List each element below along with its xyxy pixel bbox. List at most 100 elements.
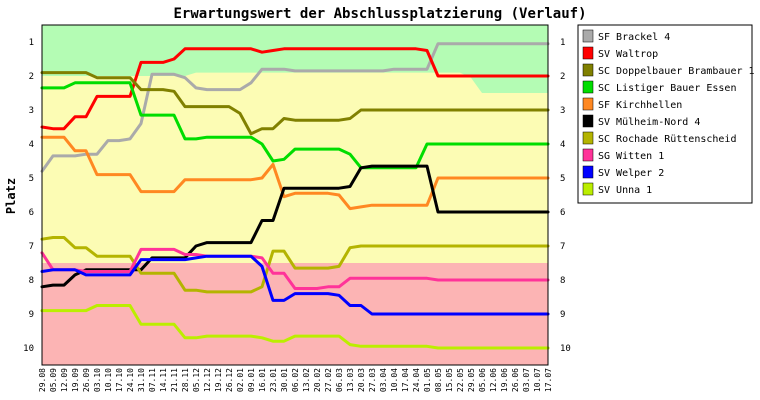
- legend-label: SF Kirchhellen: [598, 100, 682, 111]
- x-tick-label: 26.06: [511, 368, 520, 392]
- legend-swatch: [582, 46, 594, 60]
- series-line-5: [40, 135, 550, 211]
- series-line-2: [40, 47, 550, 131]
- x-tick-label: 10.04: [390, 368, 399, 392]
- legend-label: SV Waltrop: [598, 49, 658, 60]
- legend-swatch: [582, 29, 594, 43]
- x-tick-label: 22.05: [456, 368, 465, 392]
- x-tick-label: 17.04: [401, 368, 410, 392]
- y-tick-label-right: 9: [560, 310, 565, 320]
- series-line-4: [40, 81, 550, 170]
- x-tick-label: 01.05: [423, 368, 432, 392]
- x-tick-label: 29.08: [38, 368, 47, 392]
- x-tick-label: 13.02: [302, 368, 311, 392]
- legend-swatch: [582, 182, 594, 196]
- y-tick-label-right: 2: [560, 72, 565, 82]
- y-tick-label-left: 6: [29, 208, 34, 218]
- x-tick-label: 05.12: [192, 368, 201, 392]
- x-tick-label: 10.10: [104, 368, 113, 392]
- x-tick-label: 28.11: [181, 368, 190, 392]
- x-tick-label: 03.04: [379, 368, 388, 392]
- y-tick-label-right: 5: [560, 174, 565, 184]
- y-tick-label-left: 2: [29, 72, 34, 82]
- legend-label: SV Mülheim-Nord 4: [598, 117, 700, 128]
- x-tick-label: 09.01: [247, 368, 256, 392]
- chart-title: Erwartungswert der Abschlussplatzierung …: [173, 6, 586, 22]
- y-tick-label-left: 10: [23, 344, 34, 354]
- x-tick-label: 27.03: [368, 368, 377, 392]
- series-line-9: [40, 254, 550, 316]
- series-line-6: [40, 164, 550, 289]
- y-tick-label-left: 1: [29, 38, 34, 48]
- plot-frame: [41, 24, 549, 366]
- legend-swatch: [582, 63, 594, 77]
- x-tick-label: 17.10: [115, 368, 124, 392]
- x-tick-label: 12.12: [203, 368, 212, 392]
- legend-label: SC Listiger Bauer Essen: [598, 83, 736, 94]
- legend-swatch: [582, 165, 594, 179]
- legend-label: SG Witten 1: [598, 151, 664, 162]
- x-tick-label: 30.01: [280, 368, 289, 392]
- legend-label: SV Unna 1: [598, 185, 652, 196]
- x-tick-label: 17.07: [544, 368, 553, 392]
- x-tick-label: 26.12: [225, 368, 234, 392]
- series-lines: [40, 42, 550, 350]
- y-axis-label: Platz: [4, 178, 18, 214]
- x-tick-label: 21.11: [170, 368, 179, 392]
- x-tick-label: 26.09: [82, 368, 91, 392]
- y-tick-label-left: 5: [29, 174, 34, 184]
- x-tick-label: 10.07: [533, 368, 542, 392]
- legend-box: [577, 24, 753, 204]
- x-tick-label: 19.12: [214, 368, 223, 392]
- x-tick-label: 12.06: [489, 368, 498, 392]
- y-tick-label-right: 4: [560, 140, 565, 150]
- x-tick-labels: 29.08 05.09 12.09 19.09 26.09 03.10 10.10 17.10…: [38, 368, 553, 392]
- y-tick-label-left: 9: [29, 310, 34, 320]
- series-line-8: [40, 247, 550, 290]
- y-tick-label-left: 3: [29, 106, 34, 116]
- x-tick-label: 03.10: [93, 368, 102, 392]
- y-tick-label-left: 7: [29, 242, 34, 252]
- x-tick-label: 15.05: [445, 368, 454, 392]
- x-tick-label: 14.11: [159, 368, 168, 392]
- x-tick-label: 16.01: [258, 368, 267, 392]
- legend-swatch: [582, 80, 594, 94]
- x-tick-label: 24.10: [126, 368, 135, 392]
- promotion-zone: [42, 25, 548, 93]
- x-tick-label: 06.03: [335, 368, 344, 392]
- x-tick-label: 02.01: [236, 368, 245, 392]
- y-tick-label-right: 1: [560, 38, 565, 48]
- x-tick-label: 05.06: [478, 368, 487, 392]
- legend-label: SC Doppelbauer Brambauer 1: [598, 66, 755, 77]
- x-tick-label: 31.10: [137, 368, 146, 392]
- x-tick-label: 06.02: [291, 368, 300, 392]
- legend-swatch: [582, 148, 594, 162]
- x-tick-label: 03.07: [522, 368, 531, 392]
- x-tick-label: 23.01: [269, 368, 278, 392]
- legend-label: SC Rochade Rüttenscheid: [598, 134, 736, 145]
- x-tick-label: 27.02: [324, 368, 333, 392]
- x-tick-label: 19.06: [500, 368, 509, 392]
- series-line-10: [40, 304, 550, 350]
- y-tick-label-right: 7: [560, 242, 565, 252]
- y-tick-label-right: 6: [560, 208, 565, 218]
- x-tick-label: 24.04: [412, 368, 421, 392]
- legend-swatch: [582, 131, 594, 145]
- y-tick-label-left: 8: [29, 276, 34, 286]
- series-line-7: [40, 236, 550, 294]
- x-tick-label: 20.03: [357, 368, 366, 392]
- y-tick-label-right: 10: [560, 344, 571, 354]
- x-tick-label: 07.11: [148, 368, 157, 392]
- legend-swatch: [582, 114, 594, 128]
- y-tick-labels-right: 1 2 3 4 5 6 7 8 9 10: [560, 38, 571, 354]
- series-line-1: [40, 42, 550, 173]
- x-tick-label: 29.05: [467, 368, 476, 392]
- series-line-3: [40, 71, 550, 136]
- x-tick-label: 13.03: [346, 368, 355, 392]
- x-tick-label: 20.02: [313, 368, 322, 392]
- y-tick-labels-left: 1 2 3 4 5 6 7 8 9 10: [23, 38, 34, 354]
- y-tick-label-left: 4: [29, 140, 34, 150]
- legend-label: SF Brackel 4: [598, 32, 670, 43]
